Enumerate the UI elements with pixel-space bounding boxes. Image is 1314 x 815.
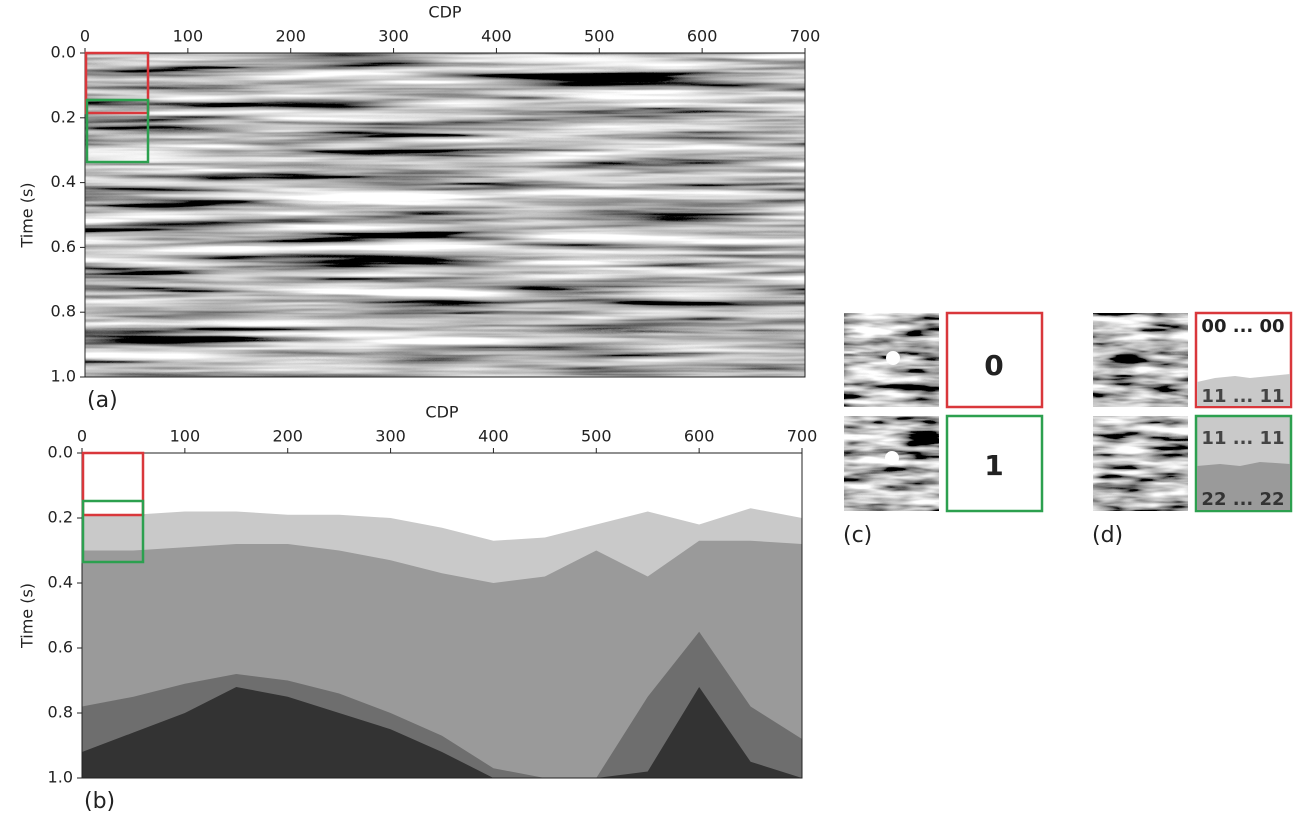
label-region (1197, 374, 1290, 406)
y-tick-label: 0.0 (48, 443, 73, 462)
x-tick-label: 600 (684, 427, 715, 446)
x-tick-label: 500 (581, 427, 612, 446)
red-box (81, 451, 145, 517)
class-label: 1 (984, 449, 1003, 482)
y-tick-label: 1.0 (51, 367, 76, 386)
y-tick-label: 0.8 (51, 302, 76, 321)
x-tick-label: 500 (584, 27, 615, 46)
patch-image (1091, 311, 1190, 409)
seismic-image (85, 53, 805, 377)
plot-frame (81, 452, 803, 779)
green-box (85, 98, 150, 164)
y-tick-label: 0.0 (51, 43, 76, 62)
x-tick-label: 100 (170, 427, 201, 446)
panel-label: (d) (1092, 523, 1123, 548)
label-row: 00 ... 00 (1201, 316, 1284, 337)
panel-label: (b) (84, 789, 115, 814)
y-tick-label: 1.0 (48, 768, 73, 787)
y-tick-label: 0.6 (48, 638, 73, 657)
x-tick-label: 200 (272, 427, 303, 446)
class-label: 0 (984, 349, 1003, 382)
x-tick-label: 300 (378, 27, 409, 46)
x-tick-label: 700 (790, 27, 821, 46)
patch-image (842, 311, 941, 409)
y-tick-label: 0.2 (51, 107, 76, 126)
label-row: 11 ... 11 (1201, 428, 1284, 449)
x-tick-label: 300 (375, 427, 406, 446)
x-tick-label: 100 (173, 27, 204, 46)
x-tick-label: 0 (80, 27, 90, 46)
label-box (945, 311, 1044, 409)
y-tick-label: 0.4 (48, 573, 73, 592)
y-axis-label: Time (s) (18, 182, 37, 248)
x-tick-label: 700 (787, 427, 818, 446)
label-row: 22 ... 22 (1201, 489, 1284, 510)
y-tick-label: 0.8 (48, 703, 73, 722)
facies-layer (82, 687, 802, 778)
x-tick-label: 400 (481, 27, 512, 46)
red-box (84, 51, 150, 115)
label-region (1197, 462, 1290, 510)
x-tick-label: 400 (478, 427, 509, 446)
x-tick-label: 600 (687, 27, 718, 46)
patch-image (1091, 414, 1190, 513)
plot-frame (84, 52, 806, 378)
label-row: 11 ... 11 (1201, 386, 1284, 407)
panel-label: (c) (843, 523, 872, 548)
x-axis-label: CDP (428, 3, 461, 22)
center-dot (886, 351, 900, 365)
x-axis-label: CDP (425, 403, 458, 422)
x-tick-label: 200 (275, 27, 306, 46)
y-tick-label: 0.4 (51, 172, 76, 191)
label-box (945, 414, 1044, 513)
panel-label: (a) (87, 388, 118, 413)
center-dot (885, 451, 899, 465)
y-tick-label: 0.6 (51, 237, 76, 256)
green-box (81, 499, 145, 564)
y-axis-label: Time (s) (18, 583, 37, 649)
x-tick-label: 0 (77, 427, 87, 446)
plots: 0 100 200 300 400 500 600 700 0.0 0.2 0.4 0.6 0.8 1.0… (18, 3, 821, 815)
y-tick-label: 0.2 (48, 508, 73, 527)
